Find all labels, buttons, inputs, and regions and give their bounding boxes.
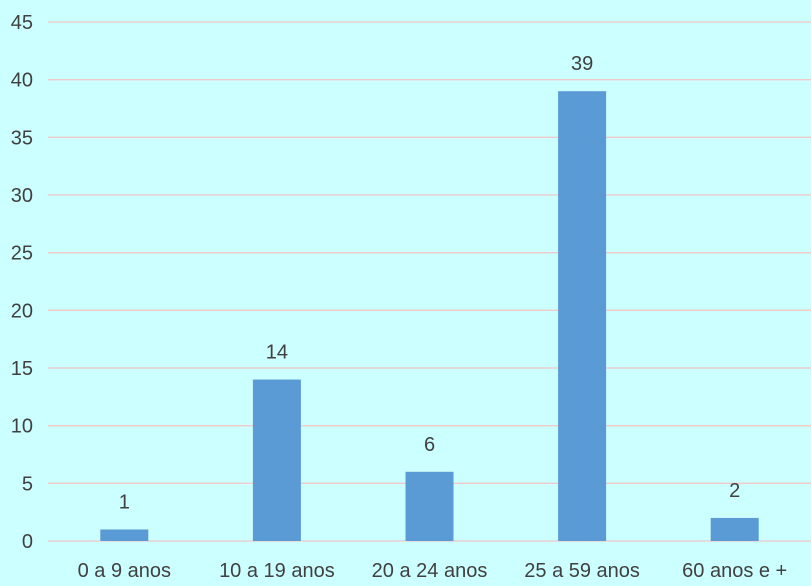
data-label: 1: [119, 491, 130, 513]
y-tick-label: 30: [11, 185, 33, 207]
x-tick-label: 10 a 19 anos: [219, 560, 335, 581]
data-label: 39: [571, 53, 593, 75]
bar: [558, 91, 607, 541]
y-axis-ticks: 0 5 10 15 20 25 30 35 40 45: [11, 12, 33, 553]
bars: [100, 91, 759, 541]
x-tick-label: 60 anos e +: [682, 560, 787, 581]
y-tick-label: 35: [11, 127, 33, 149]
x-tick-label: 20 a 24 anos: [372, 560, 488, 581]
bar: [710, 517, 759, 541]
gridlines: [48, 21, 811, 542]
y-tick-label: 10: [11, 416, 33, 438]
y-tick-label: 45: [11, 12, 33, 34]
bar: [100, 529, 149, 541]
bar: [405, 471, 454, 541]
y-tick-label: 40: [11, 70, 33, 92]
data-label: 6: [424, 434, 435, 456]
y-tick-label: 15: [11, 358, 33, 380]
bar: [252, 379, 301, 541]
y-tick-label: 0: [22, 531, 33, 553]
data-labels: 1 14 6 39 2: [119, 53, 741, 513]
x-axis-ticks: 0 a 9 anos 10 a 19 anos 20 a 24 anos 25 a 5…: [78, 560, 788, 582]
data-label: 2: [729, 480, 740, 502]
data-label: 14: [266, 342, 288, 364]
y-tick-label: 20: [11, 300, 33, 322]
x-tick-label: 0 a 9 anos: [78, 560, 171, 581]
y-tick-label: 25: [11, 243, 33, 265]
x-tick-label: 25 a 59 anos: [524, 560, 640, 581]
y-tick-label: 5: [22, 473, 33, 495]
